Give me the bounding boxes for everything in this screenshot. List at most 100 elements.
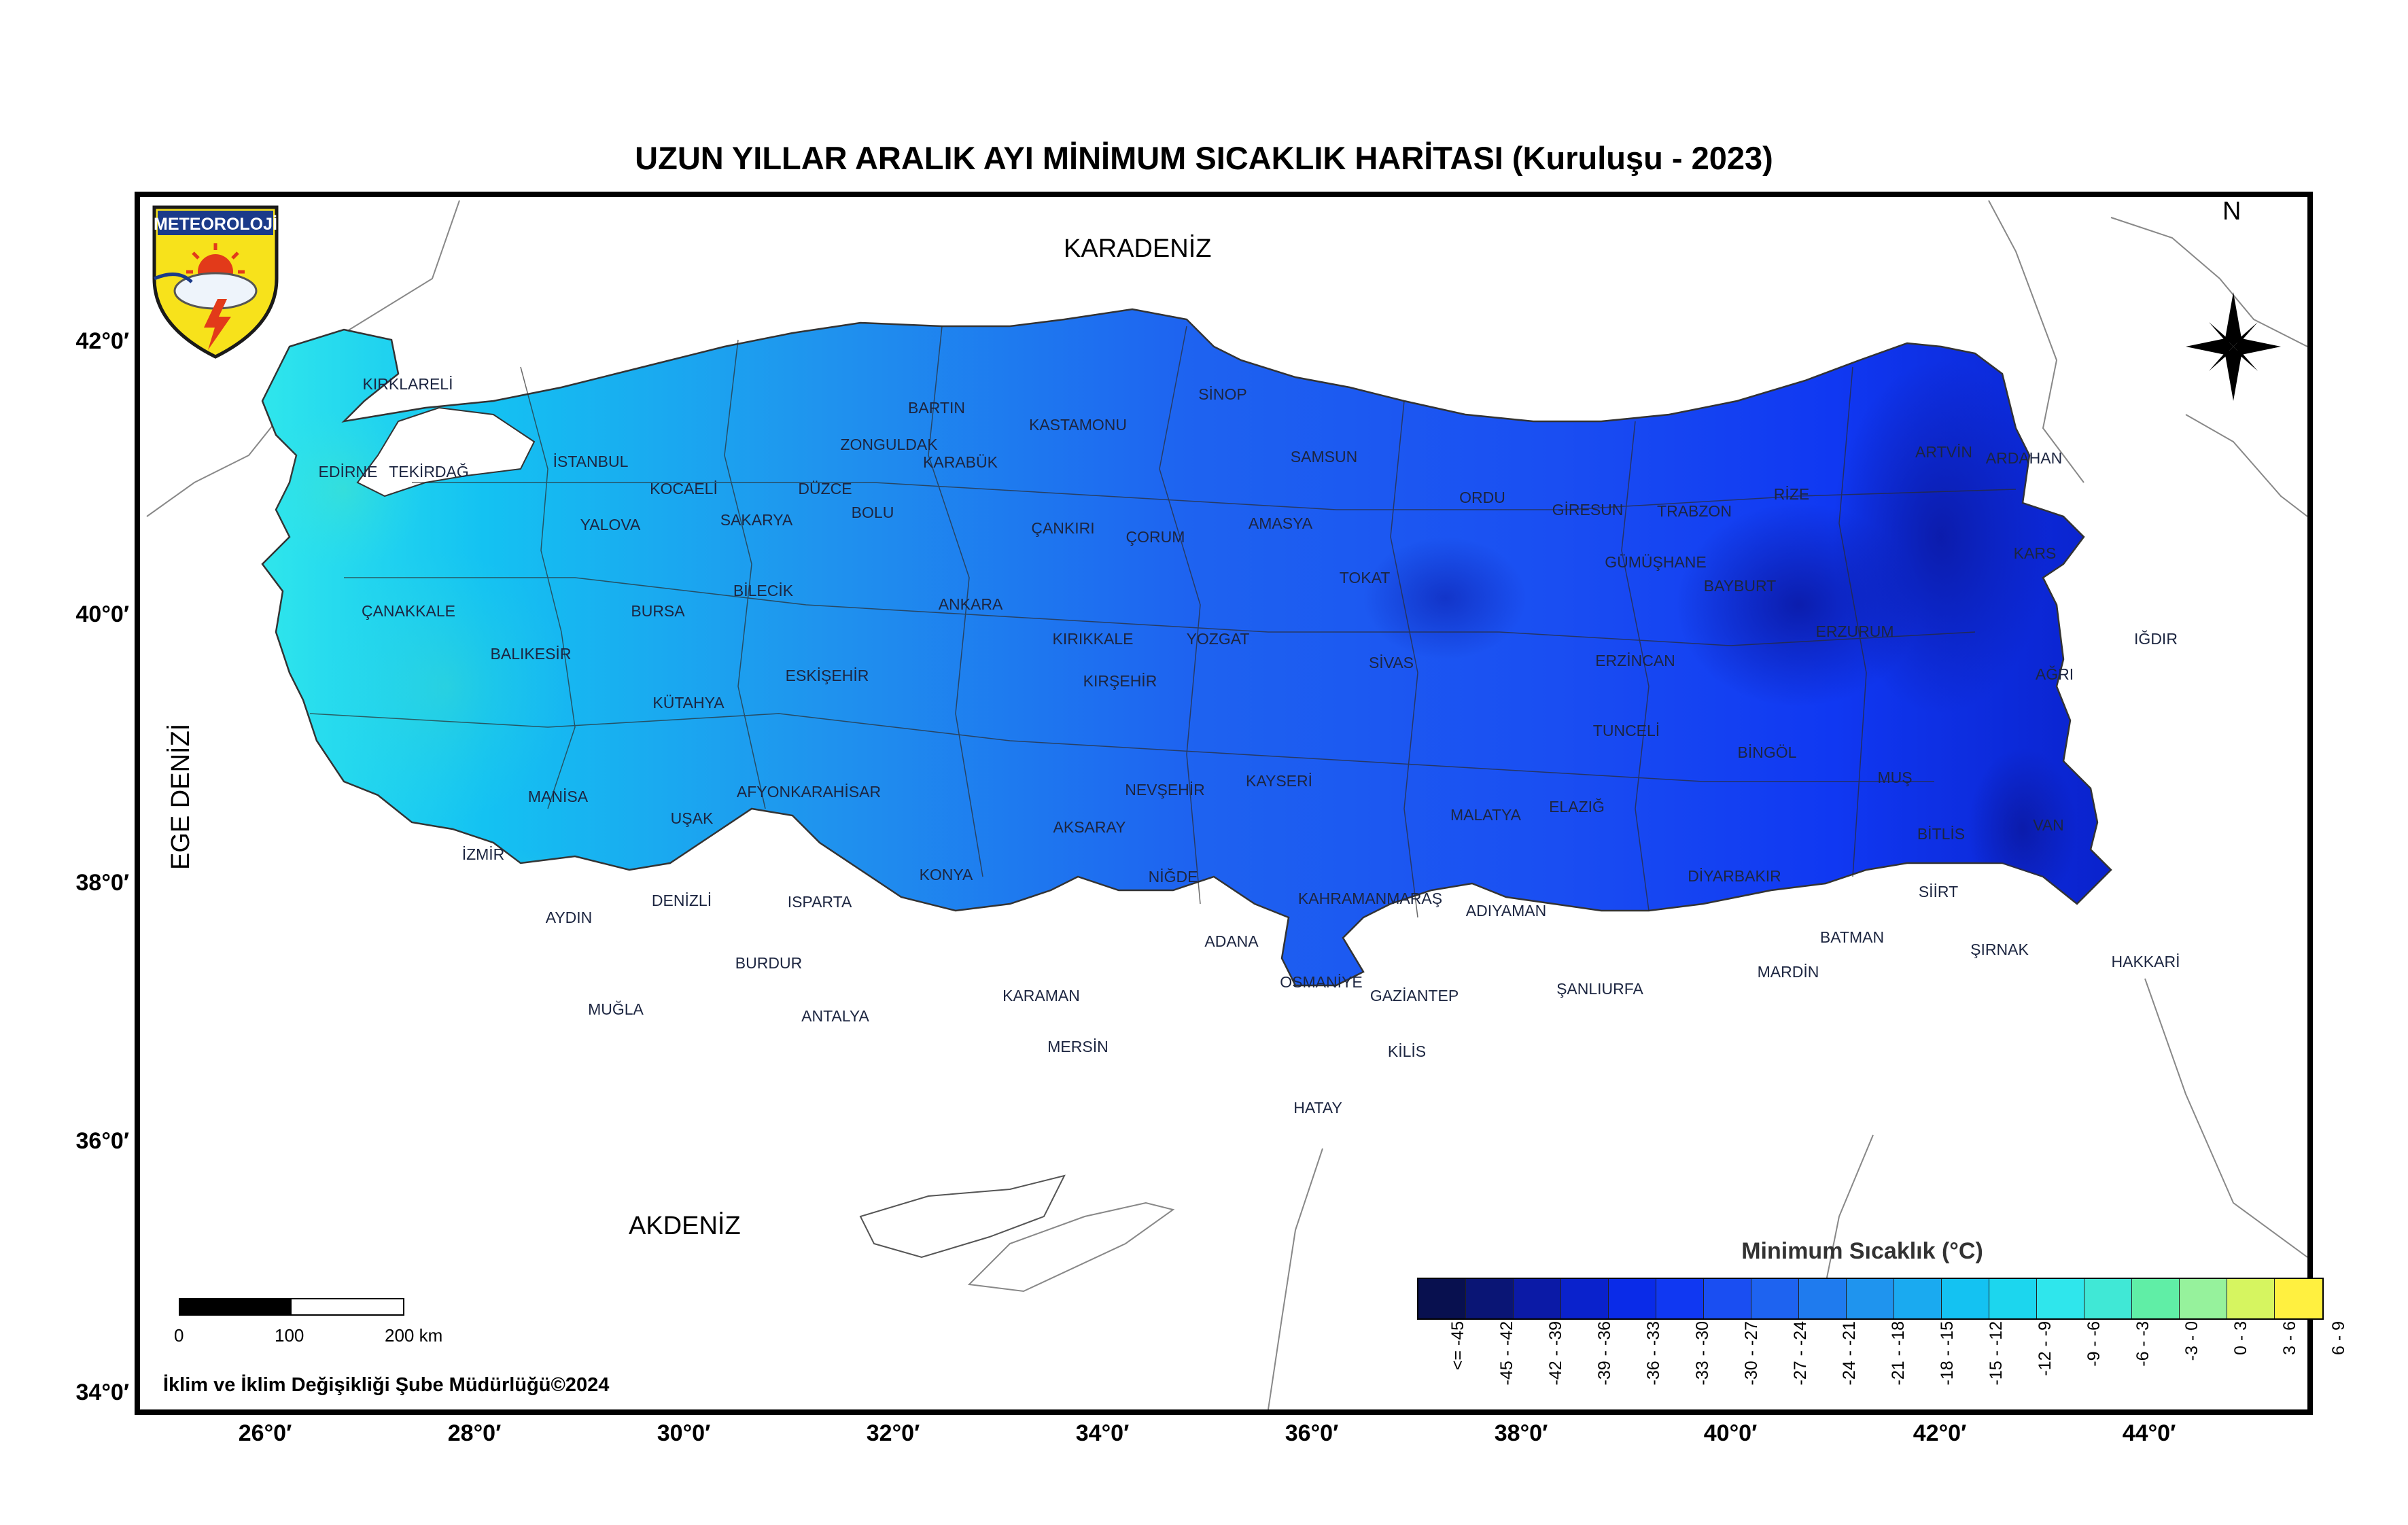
legend-swatch [2227,1279,2275,1318]
province-label: EDİRNE [319,463,378,480]
legend-label-wrap: -42 - -39 [1515,1321,1565,1389]
province-label: BARTIN [908,399,965,417]
province-label: TUNCELİ [1593,722,1660,739]
province-label: ÇANKIRI [1031,519,1094,537]
legend-title: Minimum Sıcaklık (°C) [1741,1238,1983,1264]
legend-label: -12 - -9 [2036,1321,2055,1376]
lon-label-42: 42°0′ [1913,1420,1967,1446]
province-label: NEVŞEHİR [1125,781,1205,799]
legend-label-wrap: -15 - -12 [1955,1321,2006,1389]
province-label: YOZGAT [1187,630,1250,648]
province-label: ADANA [1204,932,1259,950]
lat-label-36: 36°0′ [75,1128,129,1154]
province-label: VAN [2033,816,2064,834]
legend-label: 3 - 6 [2280,1321,2299,1356]
province-label: AKSARAY [1053,818,1126,836]
province-label: BATMAN [1820,928,1884,946]
logo-text: METEOROLOJİ [154,215,277,234]
legend-label: -39 - -36 [1595,1321,1614,1386]
province-label: YALOVA [580,516,641,533]
lat-label-42: 42°0′ [75,328,129,354]
north-arrow-icon [2186,292,2281,401]
province-label: NİĞDE [1149,868,1198,886]
sea-label-ege: EGE DENİZİ [167,723,195,870]
legend-label: -36 - -33 [1644,1321,1663,1386]
province-label: KARABÜK [923,453,998,471]
lon-label-28: 28°0′ [447,1420,502,1446]
legend-swatch [1466,1279,1514,1318]
province-label: ANKARA [939,595,1003,613]
province-label: GÜMÜŞHANE [1605,553,1707,571]
cyprus-island [859,1174,1066,1259]
province-label: ELAZIĞ [1549,798,1605,816]
province-label: DENİZLİ [652,892,712,909]
legend-label-wrap: -36 - -33 [1613,1321,1663,1389]
legend-label-wrap: -27 - -24 [1760,1321,1810,1389]
legend-label: -21 - -18 [1889,1321,1908,1386]
legend-swatch [1847,1279,1894,1318]
scale-label-0: 0 [174,1325,184,1346]
province-label: KIRIKKALE [1053,630,1134,648]
meteoroloji-logo-icon: METEOROLOJİ [152,205,279,359]
legend-label-wrap: -12 - -9 [2004,1321,2055,1389]
legend-swatch [1704,1279,1751,1318]
lon-label-32: 32°0′ [866,1420,920,1446]
province-borders [309,326,2017,918]
legend-label: 0 - 3 [2231,1321,2250,1356]
province-label: ORDU [1459,489,1505,506]
legend-label-wrap: 6 - 9 [2298,1321,2348,1389]
province-label: RİZE [1774,485,1809,503]
legend-swatch [1799,1279,1847,1318]
province-label: ADIYAMAN [1466,902,1546,919]
province-label: KIRKLARELİ [363,375,453,393]
province-label: DİYARBAKIR [1688,867,1781,885]
lon-label-26: 26°0′ [238,1420,292,1446]
province-label: MARDİN [1758,963,1819,981]
lat-label-40: 40°0′ [75,601,129,627]
province-label: ERZİNCAN [1595,652,1675,669]
legend-label-wrap: -9 - -6 [2053,1321,2104,1389]
province-label: BALIKESİR [491,645,572,663]
legend-label-wrap: -30 - -27 [1711,1321,1761,1389]
province-label: KİLİS [1388,1042,1426,1060]
map-title: UZUN YILLAR ARALIK AYI MİNİMUM SICAKLIK … [635,140,1773,176]
province-label: ŞIRNAK [1970,941,2029,958]
legend-label: -15 - -12 [1987,1321,2006,1386]
province-label: KOCAELİ [650,480,718,497]
province-label: ŞANLIURFA [1556,980,1643,998]
legend-color-bar [1417,1278,2324,1320]
province-label: GİRESUN [1552,501,1624,519]
north-label: N [2222,197,2241,226]
legend-label: -3 - 0 [2182,1321,2201,1361]
legend-label: -24 - -21 [1840,1321,1859,1386]
province-label: KIRŞEHİR [1083,672,1157,690]
legend-label: -45 - -42 [1497,1321,1516,1386]
province-label: ÇANAKKALE [362,602,455,620]
province-label: SAMSUN [1291,448,1357,466]
legend-label-wrap: -3 - 0 [2151,1321,2201,1389]
province-label: BİLECİK [733,582,794,599]
province-label: SİİRT [1919,883,1958,900]
lat-label-34: 34°0′ [75,1380,129,1405]
province-label: BİNGÖL [1738,743,1797,761]
province-label: IĞDIR [2134,630,2178,648]
province-label: SAKARYA [720,511,793,529]
legend-label: -42 - -39 [1546,1321,1565,1386]
province-label: TRABZON [1657,502,1732,520]
lon-label-40: 40°0′ [1703,1420,1758,1446]
province-label: ARDAHAN [1986,449,2062,467]
legend-label-wrap: -24 - -21 [1809,1321,1859,1389]
province-label: KARS [2014,544,2057,562]
legend-label-wrap: 3 - 6 [2249,1321,2299,1389]
legend-label: 6 - 9 [2329,1321,2348,1356]
legend-swatch [2037,1279,2084,1318]
scale-label-200: 200 km [385,1325,443,1346]
province-label: BAYBURT [1704,577,1777,595]
legend-swatch [1942,1279,1989,1318]
legend-swatch [1561,1279,1609,1318]
province-label: BURSA [631,602,685,620]
legend-swatch [1989,1279,2037,1318]
province-label: UŞAK [671,809,714,827]
legend-label: <= -45 [1448,1321,1467,1371]
legend-label: -18 - -15 [1938,1321,1957,1386]
